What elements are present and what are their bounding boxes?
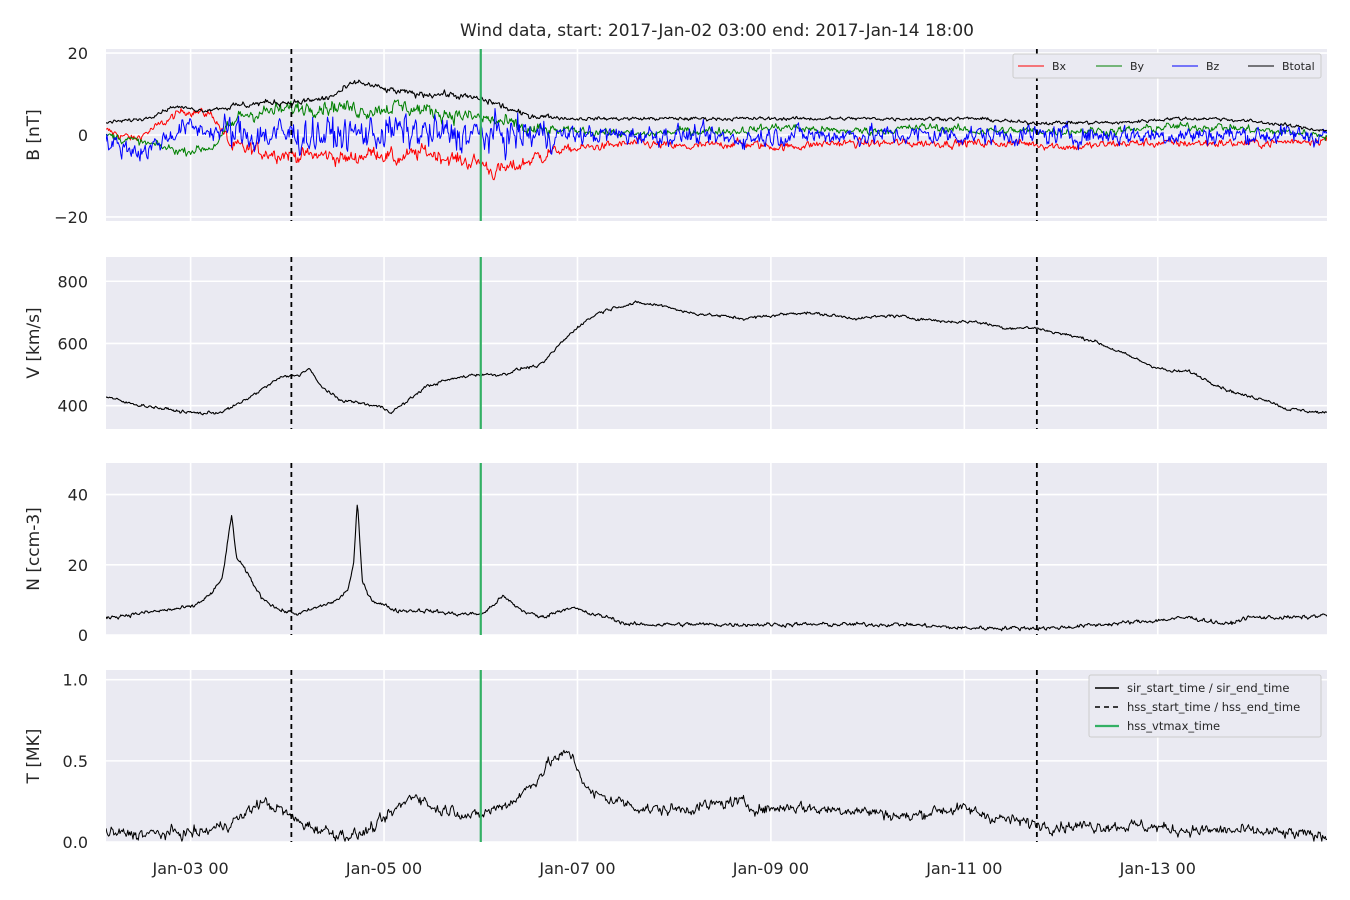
legend-event-label: sir_start_time / sir_end_time bbox=[1127, 681, 1289, 695]
panel-N: 0 20 40 N [ccm-3] bbox=[24, 463, 1327, 645]
series-Btotal bbox=[106, 79, 1327, 132]
panel-V: 400 600 800 V [km/s] bbox=[24, 257, 1327, 429]
xtick-label: Jan-09 00 bbox=[732, 859, 809, 878]
panel-B-ytick-label: 0 bbox=[78, 126, 88, 145]
xtick-label: Jan-07 00 bbox=[538, 859, 615, 878]
panel-V-ytick-label: 400 bbox=[57, 397, 88, 416]
legend-b-field: Bx By Bz Btotal bbox=[1012, 53, 1322, 79]
series-N bbox=[106, 504, 1327, 632]
series-T bbox=[106, 749, 1327, 842]
panel-B-ytick-label: 20 bbox=[68, 44, 88, 63]
series-Bz bbox=[106, 108, 1327, 162]
panel-T-ytick-label: 1.0 bbox=[63, 671, 88, 690]
legend-event-lines-frame bbox=[1088, 674, 1322, 738]
panel-N-ylabel: N [ccm-3] bbox=[24, 507, 44, 591]
chart-title: Wind data, start: 2017-Jan-02 03:00 end:… bbox=[460, 21, 974, 41]
series-Bx bbox=[106, 107, 1327, 181]
legend-b-label-Bx: Bx bbox=[1052, 60, 1067, 73]
legend-b-label-Btotal: Btotal bbox=[1282, 60, 1315, 73]
panel-N-series-group bbox=[106, 504, 1327, 632]
panel-V-ytick-label: 800 bbox=[57, 272, 88, 291]
panel-V-ylabel: V [km/s] bbox=[24, 307, 44, 378]
panel-T-ytick-label: 0.0 bbox=[63, 833, 88, 852]
panel-T-ylabel: T [MK] bbox=[24, 729, 44, 785]
panel-B-series-group bbox=[106, 79, 1327, 181]
xtick-label: Jan-05 00 bbox=[345, 859, 422, 878]
legend-b-field-frame bbox=[1012, 53, 1322, 79]
series-V bbox=[106, 300, 1327, 416]
panel-T-ytick-label: 0.5 bbox=[63, 752, 88, 771]
panel-T-series-group bbox=[106, 749, 1327, 842]
panel-B-ylabel: B [nT] bbox=[24, 109, 44, 161]
panel-N-ytick-label: 40 bbox=[68, 486, 88, 505]
panel-B-ytick-label: −20 bbox=[54, 208, 88, 227]
panel-N-ytick-label: 0 bbox=[78, 626, 88, 645]
panel-V-series-group bbox=[106, 300, 1327, 416]
xtick-label: Jan-11 00 bbox=[925, 859, 1002, 878]
panel-N-background bbox=[106, 463, 1327, 635]
legend-event-label: hss_start_time / hss_end_time bbox=[1127, 700, 1300, 714]
xtick-label: Jan-13 00 bbox=[1119, 859, 1196, 878]
legend-b-label-Bz: Bz bbox=[1206, 60, 1220, 73]
legend-event-label: hss_vtmax_time bbox=[1127, 719, 1220, 733]
xtick-label: Jan-03 00 bbox=[151, 859, 228, 878]
panel-N-ytick-label: 20 bbox=[68, 556, 88, 575]
legend-b-label-By: By bbox=[1130, 60, 1145, 73]
legend-event-lines: sir_start_time / sir_end_time hss_start_t… bbox=[1088, 674, 1322, 738]
panel-V-ytick-label: 600 bbox=[57, 334, 88, 353]
